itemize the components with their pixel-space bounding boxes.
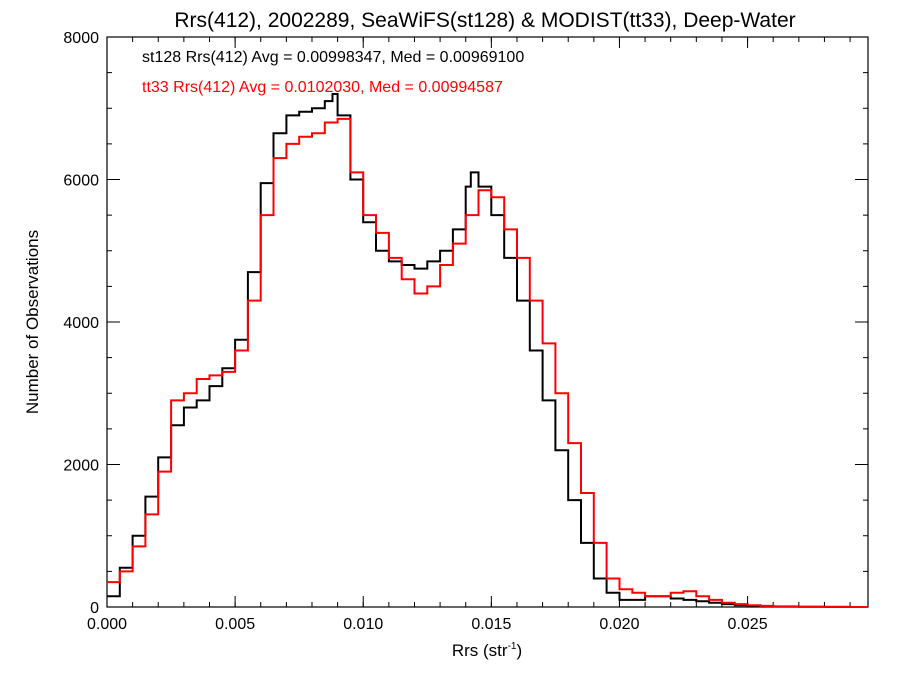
- series-tt33-line: [107, 117, 868, 608]
- x-tick-label: 0.025: [728, 616, 768, 633]
- series-st128-line: [107, 93, 868, 608]
- x-tick-label: 0.010: [343, 616, 383, 633]
- axis-ticks: [106, 36, 868, 608]
- x-axis-label-suffix: ): [516, 641, 522, 660]
- tick-labels: 0.000 0.005 0.010 0.015 0.020 0.025 0 2000 4000 6…: [63, 30, 767, 633]
- y-tick-label: 2000: [63, 458, 99, 475]
- y-axis-label: Number of Observations: [23, 230, 42, 414]
- y-tick-label: 4000: [63, 315, 99, 332]
- x-axis-label: Rrs (str-1): [452, 641, 522, 660]
- y-tick-label: 8000: [63, 30, 99, 47]
- x-tick-label: 0.020: [599, 616, 639, 633]
- y-tick-label: 0: [90, 600, 99, 617]
- y-tick-label: 6000: [63, 173, 99, 190]
- annotation-tt33: tt33 Rrs(412) Avg = 0.0102030, Med = 0.0…: [142, 79, 503, 96]
- chart-title: Rrs(412), 2002289, SeaWiFS(st128) & MODI…: [174, 9, 795, 32]
- x-axis-label-sup: -1: [508, 641, 517, 652]
- plot-frame: [106, 36, 869, 608]
- series-layer: [107, 93, 868, 608]
- x-tick-label: 0.015: [471, 616, 511, 633]
- x-tick-label: 0.000: [87, 616, 127, 633]
- x-axis-label-main: Rrs (str: [452, 641, 508, 660]
- annotation-st128: st128 Rrs(412) Avg = 0.00998347, Med = 0…: [142, 49, 524, 66]
- x-tick-label: 0.005: [215, 616, 255, 633]
